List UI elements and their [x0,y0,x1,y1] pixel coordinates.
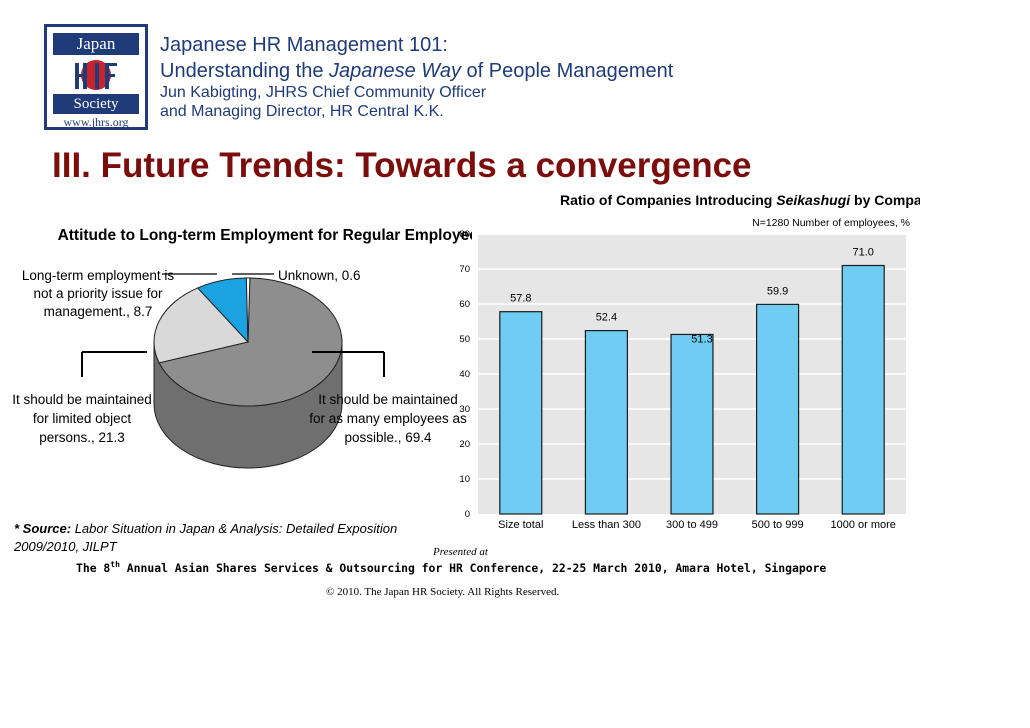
copyright: © 2010. The Japan HR Society. All Rights… [326,586,560,598]
y-tick-label: 20 [459,439,470,450]
y-tick-label: 40 [459,369,470,380]
pie-label-line: persons., 21.3 [39,430,125,445]
pie-label-unknown: Unknown, 0.6 [278,268,361,283]
bar-value-label: 59.9 [767,285,788,297]
conference-line: The 8th Annual Asian Shares Services & O… [76,560,826,575]
pie-leader-lines [81,273,385,377]
bar-value-label: 52.4 [596,312,617,324]
header-line-1: Japanese HR Management 101: [160,34,448,56]
pie-label-line: for limited object [33,411,132,426]
pie-slices [153,277,343,469]
source-label: * Source: [14,521,72,536]
pie-label-line: Long-term employment is [22,268,175,283]
pie-chart: Attitude to Long-term Employment for Reg… [12,227,472,469]
bar [499,311,543,515]
bar-plot-area: 0 10 20 30 40 50 60 70 80 57.8 Size total 52.4 Less … [459,229,906,531]
conf-post: Annual Asian Shares Services & Outsourci… [119,560,827,575]
pie-label-line: It should be maintained [318,392,458,407]
logo-emblem-icon [75,60,117,90]
pie-label-line: management., 8.7 [44,304,153,319]
x-tick-label: 500 to 999 [752,519,804,531]
pie-label-line: not a priority issue for [33,286,163,301]
conf-pre: The 8 [76,560,111,575]
slide-title: III. Future Trends: Towards a convergenc… [52,146,752,185]
presented-at: Presented at [433,546,488,558]
header-line-2-pre: Understanding the [160,60,330,82]
y-tick-label: 10 [459,474,470,485]
x-tick-label: Size total [498,519,543,531]
y-tick-label: 80 [459,229,470,240]
pie-slice [245,277,251,343]
bar-value-label: 51.3 [691,333,712,345]
pie-slice [158,277,343,407]
bar [756,303,800,515]
japan-hr-society-logo: Japan Society www.jhrs.org [44,24,148,130]
logo-emblem [53,57,139,93]
pie-label-limited: It should be maintained for limited obje… [12,392,152,445]
bar [670,333,714,515]
source-note: * Source: Labor Situation in Japan & Ana… [14,520,414,556]
x-tick-label: Less than 300 [572,519,641,531]
pie-label-many: It should be maintained for as many empl… [309,392,467,445]
pie-label-line: for as many employees as [309,411,467,426]
pie-label-line: It should be maintained [12,392,152,407]
pie-title: Attitude to Long-term Employment for Reg… [58,227,472,244]
y-tick-label: 60 [459,299,470,310]
bar-chart: Ratio of Companies Introducing Seikashug… [459,192,920,531]
pie-label-not-priority: Long-term employment is not a priority i… [22,268,175,319]
x-tick-label: 1000 or more [830,519,895,531]
header-line-2-post: of People Management [460,60,674,82]
header-line-4: and Managing Director, HR Central K.K. [160,103,444,120]
conf-sup: th [110,560,120,569]
pie-slice [153,287,249,364]
bar-chart-note: N=1280 Number of employees, % [752,217,910,229]
header-line-2-italic: Japanese Way [329,60,461,82]
logo-url: www.jhrs.org [63,115,129,129]
y-tick-label: 70 [459,264,470,275]
source-text: Labor Situation in Japan & Analysis: Det… [14,521,398,554]
bar [841,264,885,515]
logo-bottom-text: Society [53,94,139,114]
bar-chart-title: Ratio of Companies Introducing Seikashug… [560,192,920,208]
y-tick-label: 30 [459,404,470,415]
bar [584,330,628,515]
logo-top-text: Japan [53,33,139,55]
x-tick-label: 300 to 499 [666,519,718,531]
header-line-2: Understanding the Japanese Way of People… [160,59,673,83]
y-tick-label: 0 [465,509,470,520]
bar-value-label: 71.0 [852,247,873,259]
bar-value-label: 57.8 [510,293,531,305]
pie-label-line: possible., 69.4 [344,430,432,445]
y-tick-label: 50 [459,334,470,345]
header-line-3: Jun Kabigting, JHRS Chief Community Offi… [160,84,487,101]
